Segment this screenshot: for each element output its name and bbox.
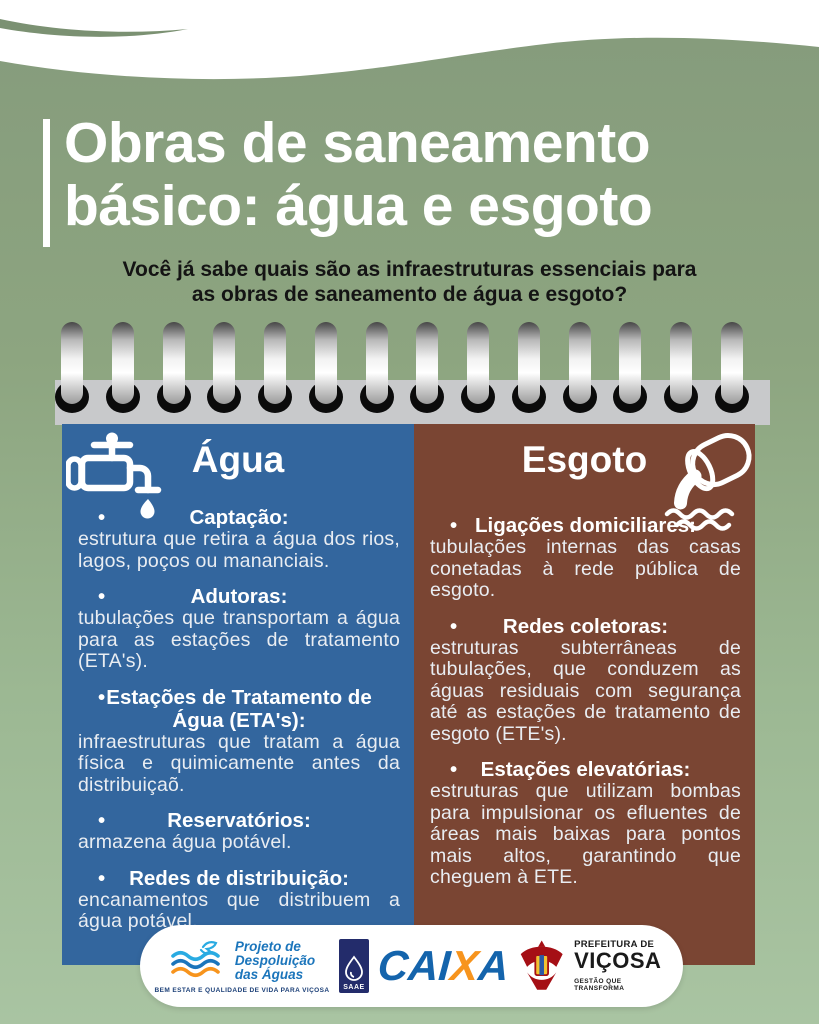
project-tagline: BEM ESTAR E QUALIDADE DE VIDA PARA VIÇOS… bbox=[154, 987, 330, 994]
faucet-icon bbox=[66, 432, 162, 519]
list-item: • Captação: estrutura que retira a água d… bbox=[78, 506, 400, 572]
spiral-ring-wire bbox=[416, 322, 439, 404]
bullet-icon: • bbox=[98, 506, 106, 529]
waves-fish-icon bbox=[171, 941, 220, 978]
saae-logo: SAAE bbox=[339, 939, 369, 993]
item-term: • Ligações domiciliares: bbox=[450, 514, 697, 537]
spiral-ring-wire bbox=[213, 322, 236, 404]
vicosa-tagline: GESTÃO QUE TRANSFORMA bbox=[574, 978, 625, 992]
bullet-icon: • bbox=[98, 809, 106, 832]
item-term: • Redes coletoras: bbox=[450, 614, 669, 638]
bullet-icon: • bbox=[98, 685, 106, 709]
spiral-ring-wire bbox=[568, 322, 591, 404]
page-title: Obras de saneamento básico: água e esgot… bbox=[64, 112, 804, 238]
bullet-icon: • bbox=[450, 514, 458, 537]
page-title-line1: Obras de saneamento bbox=[64, 111, 651, 175]
vicosa-name: VIÇOSA bbox=[574, 948, 662, 974]
caixa-logo: CAIXA bbox=[376, 942, 511, 989]
spiral-ring-wire bbox=[111, 322, 134, 404]
title-accent-bar bbox=[43, 119, 50, 247]
item-term: • Reservatórios: bbox=[98, 809, 311, 832]
bullet-icon: • bbox=[98, 585, 106, 608]
spiral-ring-wire bbox=[314, 322, 337, 404]
spiral-ring-wire bbox=[61, 322, 83, 404]
vicosa-crest-icon bbox=[520, 940, 563, 990]
spiral-ring-wire bbox=[365, 322, 388, 404]
list-item: • Redes de distribuição: encanamentos que… bbox=[78, 867, 400, 933]
page-title-line2: básico: água e esgoto bbox=[64, 174, 653, 238]
spiral-ring-wire bbox=[517, 322, 540, 404]
prefeitura-vicosa-logo: PREFEITURA DE VIÇOSA GESTÃO QUE TRANSFOR… bbox=[574, 940, 665, 993]
spiral-ring-wire bbox=[162, 322, 185, 404]
prefeitura-line: PREFEITURA DE bbox=[574, 938, 655, 950]
page-subtitle-line2: as obras de saneamento de água e esgoto? bbox=[191, 283, 628, 306]
sewage-items: • Ligações domiciliares: tubulações inter… bbox=[430, 514, 741, 889]
item-desc: estrutura que retira a água dos rios, la… bbox=[78, 528, 400, 572]
item-term: • Captação: bbox=[98, 506, 289, 529]
bullet-icon: • bbox=[98, 866, 106, 890]
water-drop-icon bbox=[345, 955, 363, 981]
list-item: • Estações elevatórias: estruturas que ut… bbox=[430, 758, 741, 889]
item-term: • Adutoras: bbox=[98, 585, 288, 608]
page-subtitle-line1: Você já sabe quais são as infraestrutura… bbox=[122, 258, 697, 281]
item-desc: armazena água potável. bbox=[78, 831, 292, 853]
bullet-icon: • bbox=[450, 614, 458, 638]
spiral-ring-wire bbox=[720, 322, 743, 404]
list-item: • Adutoras: tubulações que transportam a … bbox=[78, 585, 400, 673]
spiral-ring-wire bbox=[619, 322, 642, 404]
sewage-panel: Esgoto • Ligações domiciliares: tubulaçõe… bbox=[414, 424, 755, 965]
bullet-icon: • bbox=[450, 758, 458, 781]
saae-label: SAAE bbox=[343, 984, 365, 991]
list-item: • Reservatórios: armazena água potável. bbox=[78, 809, 400, 854]
list-item: • Estações de Tratamento de Água (ETA's):… bbox=[78, 686, 400, 797]
water-items: • Captação: estrutura que retira a água d… bbox=[78, 506, 400, 933]
item-desc: tubulações internas das casas conetadas … bbox=[430, 536, 741, 601]
sewage-heading: Esgoto bbox=[521, 439, 648, 480]
sewage-pipe-icon bbox=[664, 433, 752, 531]
item-term: • Estações elevatórias: bbox=[450, 758, 691, 781]
item-desc: estruturas que utilizam bombas para impu… bbox=[430, 780, 741, 888]
item-desc: infraestruturas que tratam a água física… bbox=[78, 730, 400, 796]
spiral-ring-wire bbox=[467, 322, 489, 404]
item-term: • Redes de distribuição: bbox=[98, 866, 349, 890]
project-despoluicao-logo: Projeto de Despoluição das Águas BEM EST… bbox=[154, 938, 330, 995]
top-wave-decoration bbox=[0, 0, 819, 80]
footer-logos: Projeto de Despoluição das Águas BEM EST… bbox=[140, 925, 683, 1007]
item-desc: tubulações que transportam a água para a… bbox=[78, 607, 400, 672]
spiral-ring-wire bbox=[264, 322, 286, 404]
water-panel: Água • Captação: estrutura que retira a á… bbox=[62, 424, 414, 965]
water-heading: Água bbox=[191, 439, 285, 480]
page-subtitle: Você já sabe quais são as infraestrutura… bbox=[0, 257, 819, 307]
item-term: • Estações de Tratamento de Água (ETA's): bbox=[98, 685, 372, 732]
spiral-ring-wire bbox=[670, 322, 692, 404]
item-desc: estruturas subterrâneas de tubulações, q… bbox=[430, 636, 741, 745]
project-name: Projeto de Despoluição das Águas bbox=[234, 939, 316, 982]
list-item: • Ligações domiciliares: tubulações inter… bbox=[430, 514, 741, 602]
list-item: • Redes coletoras: estruturas subterrânea… bbox=[430, 615, 741, 746]
